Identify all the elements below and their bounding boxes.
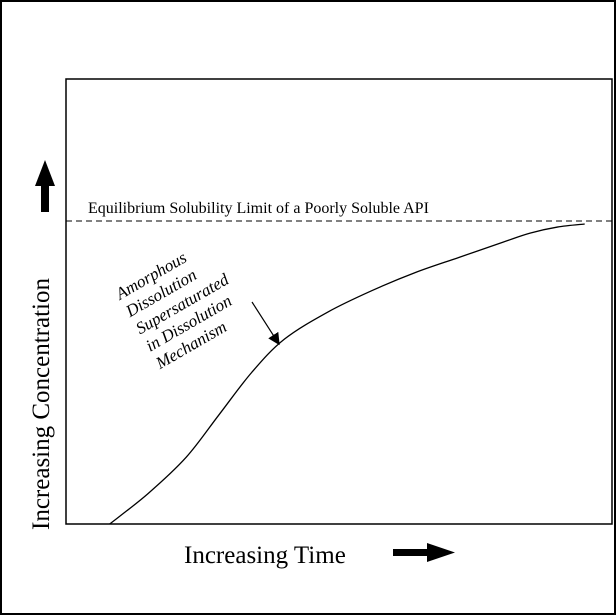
plot-area [65, 78, 613, 525]
y-axis-label: Increasing Concentration [28, 278, 55, 530]
annotation-label: Amorphous Dissolution Supersaturated in … [112, 248, 235, 374]
x-axis-arrow-icon [393, 543, 455, 562]
y-axis-arrow-icon [35, 160, 55, 212]
equilibrium-solubility-label: Equilibrium Solubility Limit of a Poorly… [88, 200, 429, 217]
concentration-curve [109, 223, 585, 525]
x-axis-label: Increasing Time [184, 542, 346, 569]
annotation-arrow-icon [251, 301, 280, 346]
